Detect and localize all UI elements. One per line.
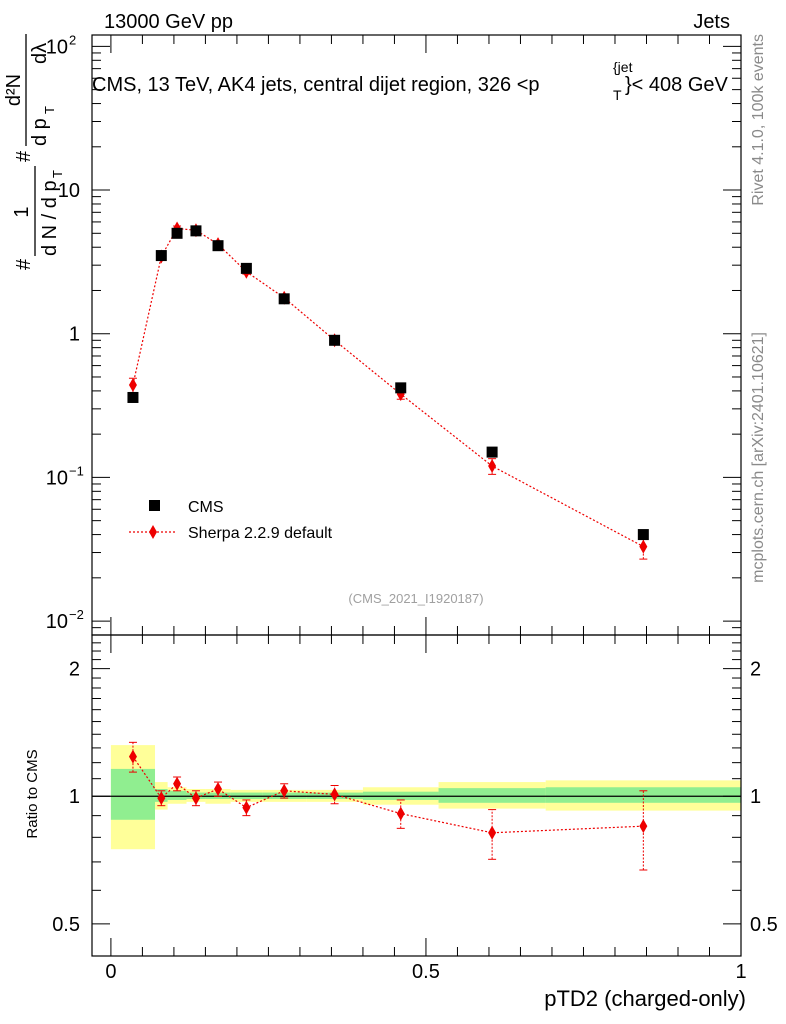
header-right: Jets — [693, 11, 730, 33]
cms-point — [155, 250, 167, 262]
ratio-ytick-label: 2 — [69, 659, 80, 681]
cms-point — [329, 334, 341, 346]
ratio-bands — [110, 745, 741, 850]
cms-point — [171, 227, 183, 239]
ratio-mc-point — [128, 749, 137, 764]
x-axis-label: pTD2 (charged-only) — [544, 986, 746, 1011]
ratio-mc-point — [191, 791, 200, 806]
main-ytick-label: 10 — [46, 467, 68, 489]
ratio-ylabel: Ratio to CMS — [24, 749, 41, 838]
legend: CMS Sherpa 2.2.9 default — [129, 499, 333, 542]
main-ytick-label: 1 — [69, 324, 80, 346]
ratio-mc-point — [488, 825, 497, 840]
ratio-frame — [91, 634, 742, 957]
x-tick-label: 0.5 — [412, 961, 440, 983]
main-ylabel: # 1 d N / d p T # d²N d p T dλ — [3, 34, 65, 270]
main-ytick-label: 10 — [46, 36, 68, 58]
side-label-mcplots: mcplots.cern.ch [arXiv:2401.10621] — [750, 332, 767, 583]
band-inner-0 — [110, 768, 156, 820]
ratio-mc-point — [157, 791, 166, 806]
ratio-ytick-label: 1 — [69, 786, 80, 808]
ratio-mc-point — [242, 800, 251, 815]
ratio-mc-point — [214, 782, 223, 797]
mc-point — [639, 539, 648, 554]
legend-cms-label: CMS — [188, 499, 224, 516]
ratio-mc-point — [280, 783, 289, 798]
title-main: CMS, 13 TeV, AK4 jets, central dijet reg… — [92, 74, 540, 96]
mc-point — [488, 459, 497, 474]
ratio-mc-point — [173, 776, 182, 791]
mc-point — [128, 377, 137, 392]
cms-point — [212, 240, 224, 252]
side-label-rivet: Rivet 4.1.0, 100k events — [750, 34, 767, 206]
ylabel-hash1: # — [13, 258, 35, 270]
legend-mc-marker — [149, 525, 157, 539]
title-tail: }< 408 GeV — [625, 74, 729, 96]
ratio-ytick-label-right: 2 — [750, 659, 761, 681]
chart-marks — [127, 221, 649, 871]
ylabel-frac2-num: d²N — [3, 74, 25, 106]
ratio-ytick-label-right: 0.5 — [750, 914, 778, 936]
ratio-mc-point — [396, 806, 405, 821]
ratio-ytick-label-right: 1 — [750, 786, 761, 808]
main-ytick-exp: −1 — [69, 463, 84, 478]
band-inner-2 — [167, 790, 187, 800]
ratio-ytick-label: 0.5 — [52, 914, 80, 936]
main-ytick-label: 10 — [58, 180, 80, 202]
band-inner-9 — [438, 788, 546, 803]
header-left: 13000 GeV pp — [104, 11, 233, 33]
legend-cms-marker — [149, 500, 160, 511]
main-ytick-exp: −2 — [69, 607, 84, 622]
ylabel-sub2: T — [42, 106, 57, 114]
cms-point — [278, 293, 290, 305]
ylabel-lambda: dλ — [29, 43, 51, 64]
cms-point — [240, 262, 252, 274]
cms-point — [486, 446, 498, 458]
ylabel-hash2: # — [13, 150, 35, 162]
cms-point — [395, 382, 407, 394]
cms-point — [637, 529, 649, 541]
title-sub: T — [613, 87, 622, 103]
main-ytick-label: 10 — [46, 611, 68, 633]
x-tick-label: 1 — [735, 961, 746, 983]
ylabel-frac1-den: d N / d p — [39, 180, 61, 256]
x-tick-label: 0 — [105, 961, 116, 983]
plot-title: CMS, 13 TeV, AK4 jets, central dijet reg… — [92, 59, 729, 103]
cms-point — [190, 225, 202, 237]
ylabel-frac2-den: d p — [29, 118, 51, 146]
analysis-watermark: (CMS_2021_I1920187) — [348, 591, 483, 606]
title-sup: {jet — [613, 59, 633, 75]
legend-mc-label: Sherpa 2.2.9 default — [188, 525, 333, 542]
cms-point — [127, 391, 139, 403]
main-ytick-exp: 2 — [69, 32, 76, 47]
ratio-mc-point — [330, 787, 339, 802]
ratio-mc-point — [639, 819, 648, 834]
ylabel-frac1-num: 1 — [11, 206, 33, 217]
ylabel-sub1: T — [50, 170, 65, 178]
